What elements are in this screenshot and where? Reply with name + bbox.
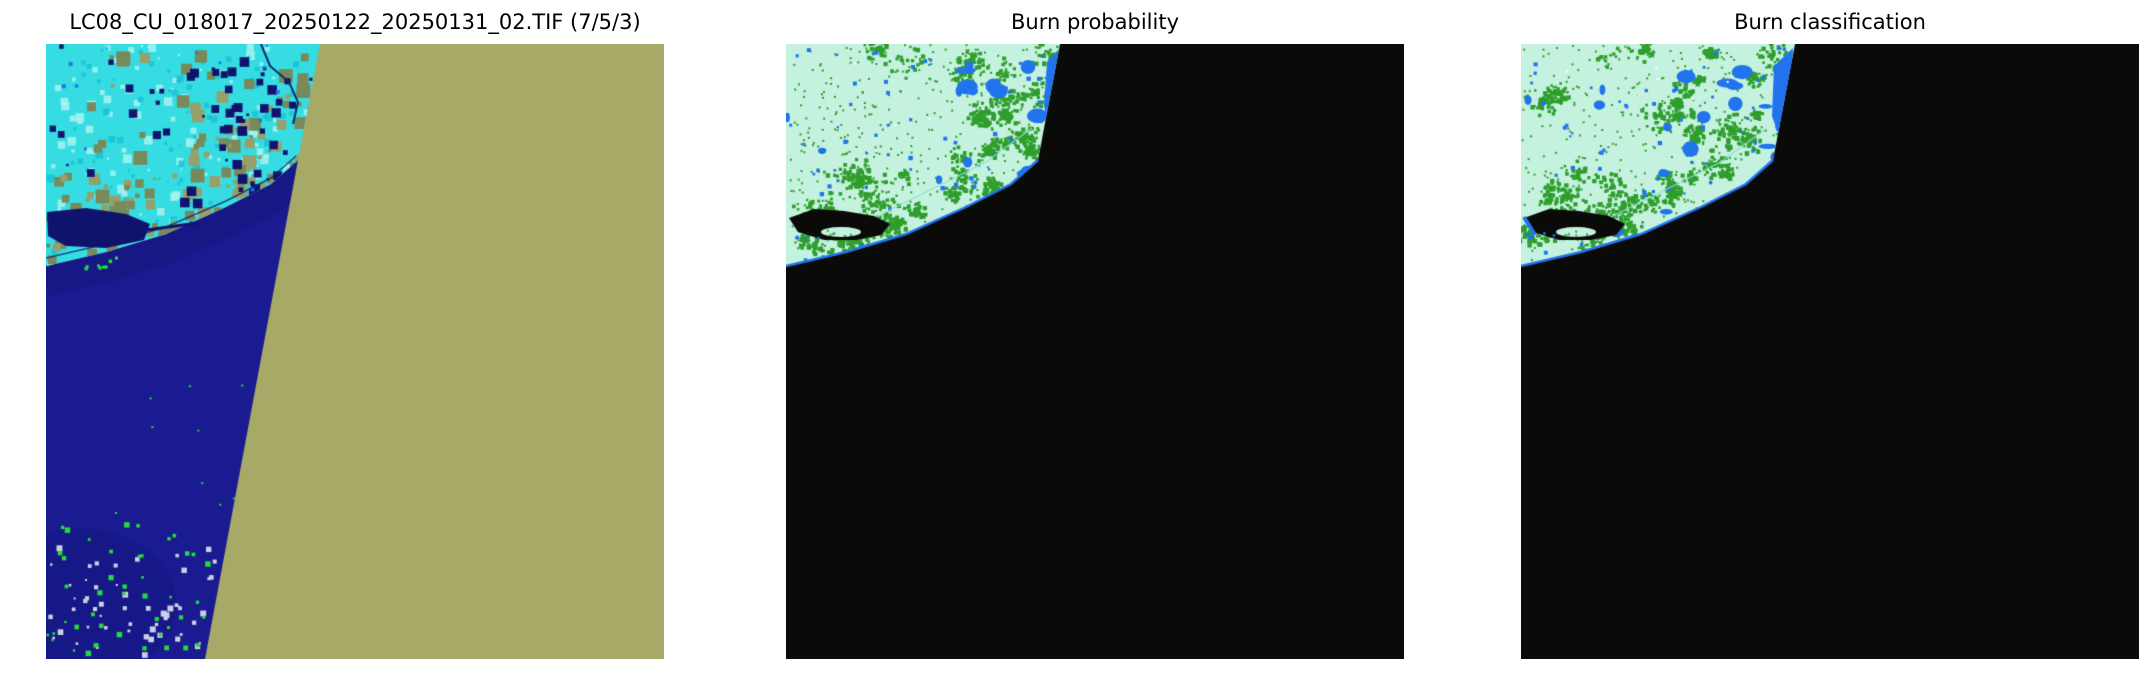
panel-burn-probability: Burn probability [786,10,1404,659]
burn-classification-image [1521,44,2139,659]
panel-landsat: LC08_CU_018017_20250122_20250131_02.TIF … [46,10,664,659]
burn-probability-image [786,44,1404,659]
landsat-false-color-image [46,44,664,659]
panel-burn-classification: Burn classification [1521,10,2139,659]
panel-title-landsat: LC08_CU_018017_20250122_20250131_02.TIF … [69,10,641,34]
panel-title-burn-classification: Burn classification [1734,10,1926,34]
panel-title-burn-probability: Burn probability [1010,10,1179,34]
